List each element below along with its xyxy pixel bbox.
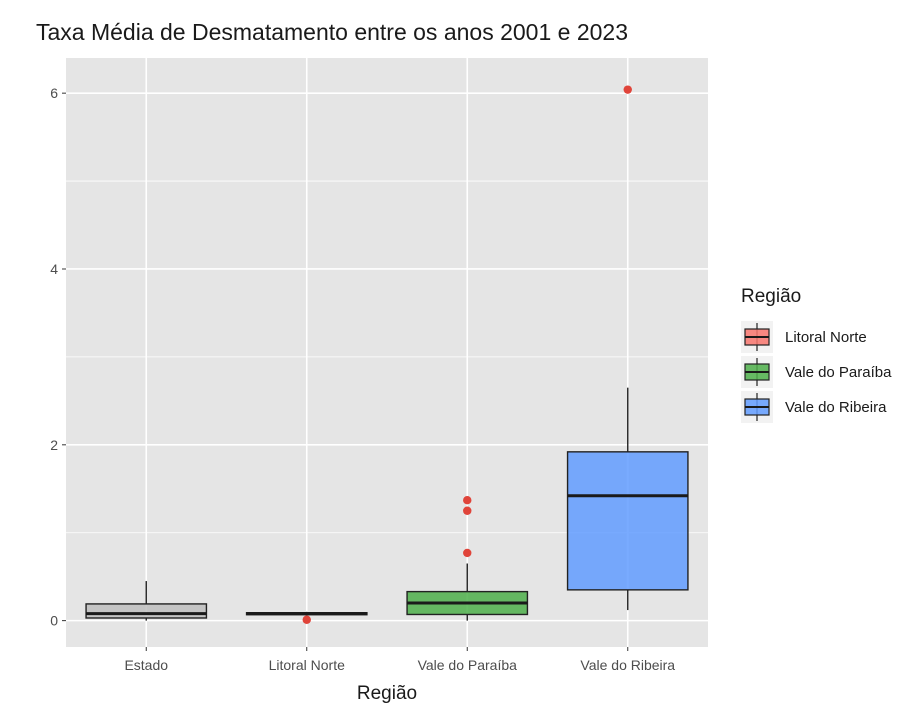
legend-label: Vale do Ribeira	[785, 399, 887, 416]
x-axis: Estado Litoral Norte Vale do Paraíba Vale d…	[124, 647, 675, 673]
box-estado	[85, 581, 208, 621]
legend-label: Vale do Paraíba	[785, 364, 892, 381]
boxes	[85, 85, 689, 624]
box-vale-do-ribeira	[566, 85, 689, 611]
legend-label: Litoral Norte	[785, 329, 867, 346]
y-tick-label: 0	[50, 613, 58, 629]
outlier-point	[463, 506, 472, 515]
x-tick-label: Vale do Ribeira	[580, 657, 675, 673]
x-tick-label: Litoral Norte	[269, 657, 345, 673]
outlier-point	[623, 85, 632, 94]
x-tick-label: Estado	[124, 657, 168, 673]
legend-item: Vale do Paraíba	[741, 356, 892, 388]
legend: Região Litoral Norte Vale do Paraíba Vale …	[741, 286, 892, 423]
x-axis-title: Região	[357, 683, 417, 704]
box-iqr	[566, 451, 689, 591]
x-tick-label: Vale do Paraíba	[418, 657, 518, 673]
outlier-point	[463, 548, 472, 558]
y-tick-label: 4	[50, 261, 58, 277]
box-vale-do-para-ba	[406, 495, 529, 621]
box-litoral-norte	[245, 611, 368, 624]
legend-item: Vale do Ribeira	[741, 391, 887, 423]
y-axis: 0 2 4 6	[50, 85, 66, 629]
box-iqr	[85, 603, 208, 619]
legend-title: Região	[741, 286, 801, 307]
y-tick-label: 2	[50, 437, 58, 453]
chart-title: Taxa Média de Desmatamento entre os anos…	[36, 19, 628, 45]
y-tick-label: 6	[50, 85, 58, 101]
legend-item: Litoral Norte	[741, 321, 867, 353]
outlier-point	[463, 495, 472, 505]
outlier-point	[302, 615, 311, 624]
